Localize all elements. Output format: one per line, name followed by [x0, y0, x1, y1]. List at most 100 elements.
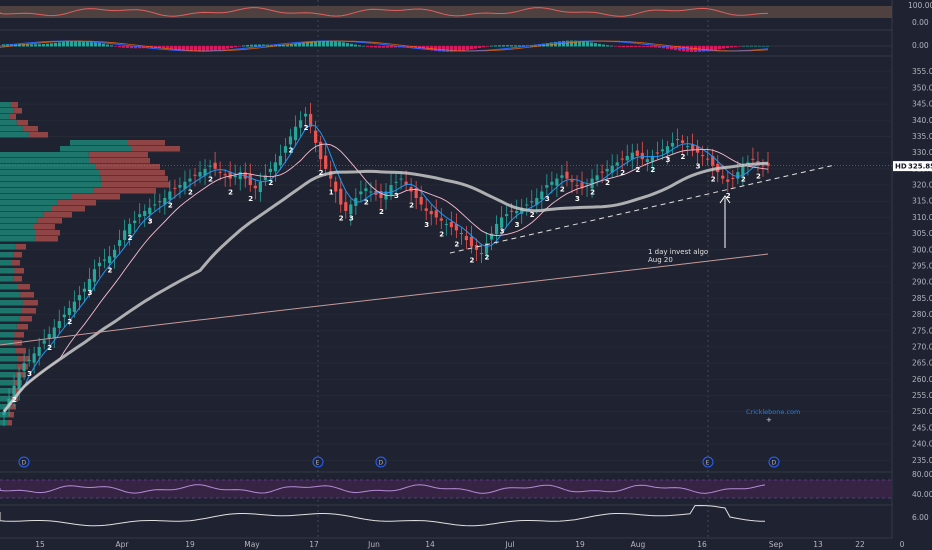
candle-body [675, 139, 680, 141]
price-tick-label: 280.00 [912, 310, 932, 319]
profile-bar-up [0, 284, 18, 290]
annotation-line2: Aug 20 [648, 256, 673, 264]
macd-histogram-bar [370, 46, 373, 48]
price-tick-label: 265.00 [912, 359, 932, 368]
candle-body [198, 172, 202, 177]
time-tick-label: 17 [309, 540, 319, 549]
candle-body [173, 187, 177, 189]
macd-histogram-bar [50, 43, 53, 47]
profile-bar-up [0, 230, 36, 236]
macd-histogram-bar [454, 46, 457, 52]
event-marker-dividend[interactable]: D [375, 456, 387, 468]
macd-histogram-bar [114, 46, 117, 47]
candle-body [203, 168, 207, 176]
candle-body [47, 334, 51, 339]
macd-histogram-bar [762, 45, 765, 47]
macd-histogram-bar [126, 46, 129, 48]
event-marker-circle [375, 456, 387, 468]
candle-body [37, 346, 41, 356]
symbol-label: HD [895, 163, 907, 171]
candle-body [334, 181, 338, 192]
signal-label: 3 [696, 163, 701, 171]
price-tick-label: 275.00 [912, 326, 932, 335]
macd-histogram-bar [210, 46, 213, 52]
macd-histogram-bar [186, 46, 189, 51]
macd-histogram-bar [506, 45, 509, 47]
macd-histogram-bar [374, 46, 377, 48]
candle-body [138, 214, 142, 218]
last-price-tag [893, 161, 932, 172]
event-marker-label: E [316, 460, 320, 467]
candle-body [324, 155, 328, 169]
candle-body [107, 256, 112, 264]
profile-bar-up [0, 244, 16, 250]
candle-body [133, 220, 137, 224]
candle-body [57, 321, 61, 329]
macd-histogram-bar [254, 44, 257, 47]
macd-histogram-bar [282, 44, 285, 47]
oscillator-line [0, 7, 769, 17]
candle-body [359, 191, 363, 195]
macd-histogram-bar [46, 43, 49, 47]
candle-body [620, 158, 624, 160]
profile-bar-down [13, 252, 22, 258]
macd-histogram-bar [718, 46, 721, 50]
macd-histogram-bar [66, 41, 69, 47]
signal-label: 2 [379, 208, 384, 216]
macd-histogram-bar [658, 46, 661, 48]
macd-histogram-bar [394, 46, 397, 48]
profile-bar-up [0, 380, 14, 386]
macd-histogram-bar [610, 45, 613, 47]
macd-histogram-bar [166, 46, 169, 49]
candle-body [489, 233, 494, 240]
event-marker-earnings[interactable]: E [702, 456, 714, 468]
candle-body [545, 185, 549, 188]
price-tick-label: 240.00 [912, 440, 932, 449]
macd-histogram-bar [474, 46, 477, 49]
candle-body [278, 155, 283, 166]
macd-histogram-bar [290, 44, 293, 47]
price-tick-label: 270.00 [912, 342, 932, 351]
event-marker-dividend[interactable]: D [18, 456, 30, 468]
profile-bar-down [57, 200, 96, 206]
macd-histogram-bar [310, 41, 313, 47]
signal-label: 3 [515, 221, 520, 229]
profile-bar-up [0, 268, 15, 274]
trendline-support [449, 165, 833, 254]
profile-bar-up [0, 388, 12, 394]
macd-histogram-bar [494, 45, 497, 47]
macd-histogram-bar [738, 46, 741, 47]
ma-slow-line [2, 161, 769, 413]
signal-label: 2 [289, 146, 294, 154]
signal-label: 2 [409, 202, 414, 210]
profile-bar-down [19, 316, 32, 322]
candle-body [429, 211, 433, 215]
macd-histogram-bar [258, 44, 261, 47]
candle-body [17, 372, 21, 390]
macd-histogram-bar [538, 44, 541, 47]
signal-label: 2 [469, 257, 474, 265]
rsi-line [0, 484, 766, 494]
profile-bar-down [12, 388, 20, 394]
profile-bar-up [0, 158, 90, 164]
signal-label: 2 [439, 231, 444, 239]
price-tick-label: 295.00 [912, 262, 932, 271]
candle-body [22, 363, 26, 371]
signal-label: 2 [364, 198, 369, 206]
price-tick-label: 290.00 [912, 278, 932, 287]
candle-body [484, 243, 489, 254]
price-axis: 355.00350.00345.00340.00335.00330.00325.… [912, 67, 932, 465]
candle-body [711, 156, 715, 166]
event-marker-earnings[interactable]: E [312, 456, 324, 468]
bottom-indicator-line [0, 504, 765, 527]
event-marker-dividend[interactable]: D [768, 456, 780, 468]
profile-bar-down [28, 132, 48, 138]
profile-bar-up [0, 324, 17, 330]
candle-body [500, 217, 504, 228]
candle-body [12, 385, 16, 400]
macd-histogram-bar [194, 46, 197, 52]
candle-body [288, 136, 293, 145]
macd-histogram-bar [730, 46, 733, 48]
signal-label: 2 [228, 189, 233, 197]
